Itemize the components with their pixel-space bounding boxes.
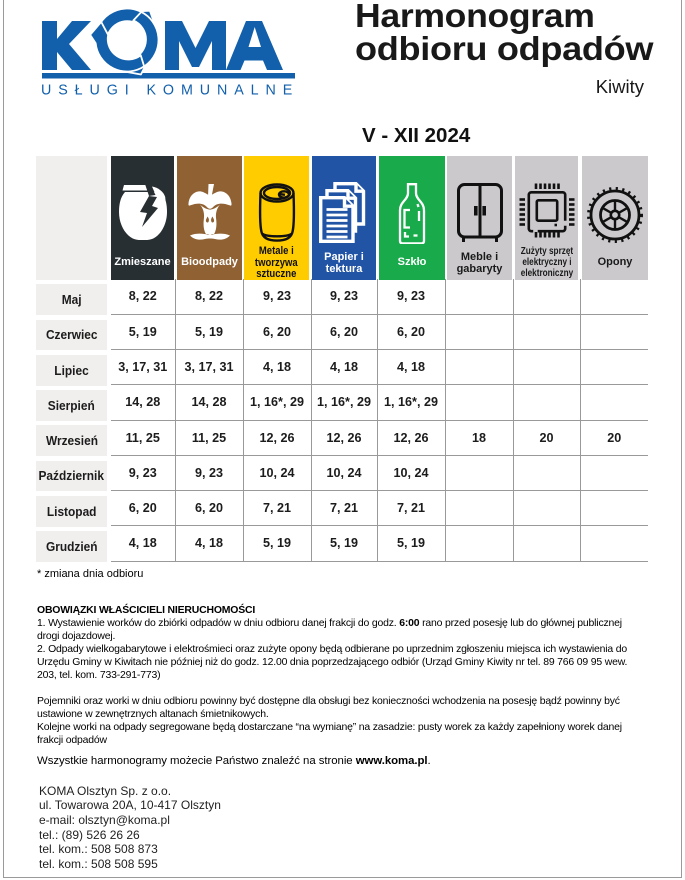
svg-text:USŁUGI KOMUNALNE: USŁUGI KOMUNALNE — [41, 83, 299, 99]
